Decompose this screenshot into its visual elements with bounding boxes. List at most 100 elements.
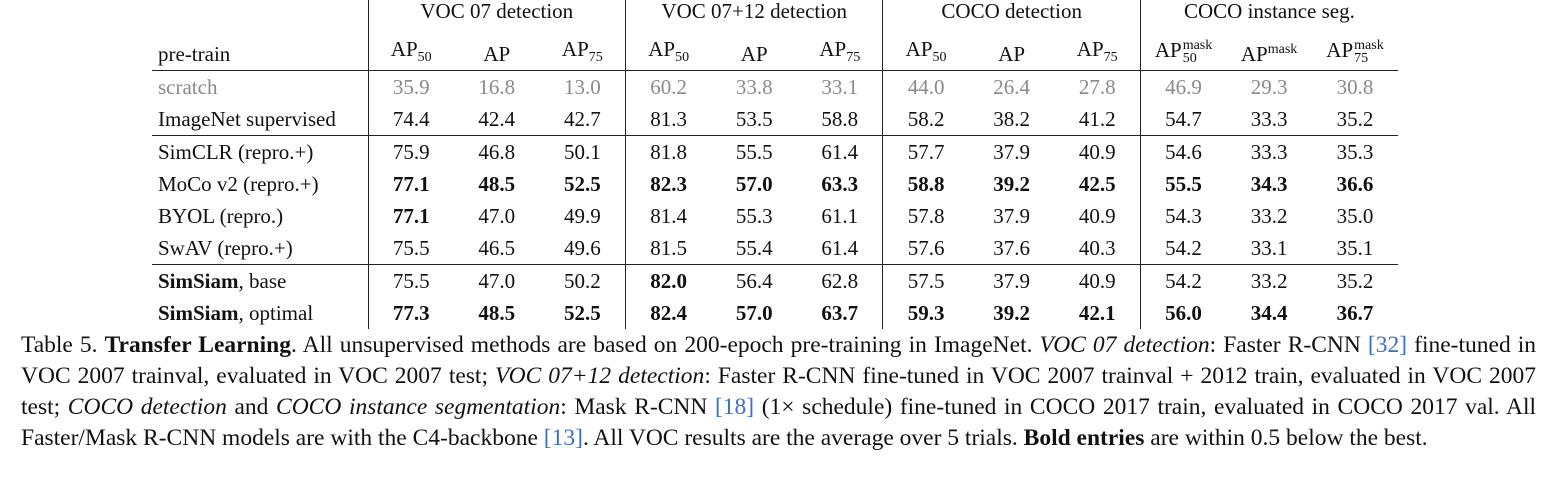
caption-italic: VOC 07+12 detection — [495, 363, 705, 389]
group-coco-seg: COCO instance seg. — [1140, 0, 1398, 27]
method-name: ImageNet supervised — [152, 103, 369, 136]
table-body: scratch 35.9 16.8 13.0 60.2 33.8 33.1 44.0 26.4 2… — [152, 70, 1398, 329]
group-label: VOC 07 detection — [420, 0, 574, 23]
caption-text: . All VOC results are the average over 5… — [582, 425, 1018, 451]
table-cell: 33.3 — [1226, 135, 1313, 168]
table-cell: 35.2 — [1336, 106, 1374, 131]
method-name: SimSiam, base — [152, 264, 369, 297]
table-cell: 50.2 — [539, 264, 627, 297]
ap50-mask-header: AP mask 50 — [1154, 37, 1213, 66]
table-cell: 53.5 — [735, 106, 773, 131]
table-cell: 60.2 — [625, 70, 712, 103]
method-name: scratch — [152, 70, 369, 103]
table-cell: 54.7 — [1165, 106, 1202, 131]
caption-bold: Bold entries — [1023, 425, 1145, 451]
ap50-header: AP50 — [648, 37, 690, 65]
table-cell: 54.2 — [1140, 264, 1227, 297]
table-cell: 50.1 — [539, 135, 627, 168]
citation-link[interactable]: [18] — [714, 394, 755, 420]
table-cell: 48.5 — [478, 171, 516, 196]
table-cell: 35.9 — [368, 70, 454, 103]
citation-link[interactable]: [13] — [543, 425, 583, 451]
table-row: SimSiam, optimal 77.3 48.5 52.5 82.4 57.0 63.7… — [152, 297, 1398, 329]
table-cell: 57.0 — [735, 171, 773, 196]
table-cell: 48.5 — [478, 300, 516, 325]
group-voc07: VOC 07 detection — [368, 0, 627, 27]
table-cell: 81.4 — [650, 203, 688, 228]
caption-italic: VOC 07 detection — [1039, 332, 1210, 358]
caption-text: (1× schedule) fine-tuned in COCO 2017 tr… — [21, 394, 1537, 451]
ap-header: AP — [483, 42, 511, 66]
table-cell: 42.4 — [478, 106, 516, 131]
table-cell: 63.3 — [797, 168, 884, 200]
table-cell: 42.1 — [1054, 297, 1141, 329]
table-cell: 33.8 — [711, 70, 798, 103]
table-cell: 82.3 — [650, 171, 688, 196]
caption-italic: COCO instance segmentation — [276, 394, 561, 420]
table-cell: 57.8 — [907, 203, 945, 228]
table-row: SwAV (repro.+) 75.5 46.5 49.6 81.5 55.4 61.4 57… — [152, 232, 1398, 265]
table-cell: 77.1 — [392, 171, 430, 196]
table-cell: 41.2 — [1054, 103, 1141, 136]
method-name: MoCo v2 (repro.+) — [152, 168, 369, 200]
method-name-rest: , base — [238, 268, 287, 293]
table-row: SimSiam, base 75.5 47.0 50.2 82.0 56.4 62.8 57.… — [152, 264, 1398, 297]
table-cell: 36.6 — [1336, 171, 1374, 196]
table-cell: 58.8 — [907, 171, 945, 196]
table-caption: Table 5. Transfer Learning. All unsuperv… — [21, 330, 1536, 454]
table-cell: 56.0 — [1165, 300, 1202, 325]
table-cell: 27.8 — [1054, 70, 1141, 103]
table-cell: 52.5 — [539, 168, 627, 200]
caption-lead: Table 5. — [21, 332, 98, 358]
table-cell: 35.1 — [1336, 235, 1374, 260]
group-label: COCO detection — [941, 0, 1082, 23]
table-cell: 42.5 — [1054, 168, 1141, 200]
table-cell: 58.2 — [907, 106, 945, 131]
column-header-row: pre-train AP50 AP AP75 AP50 AP AP75 AP50… — [152, 27, 1398, 71]
table-cell: 37.9 — [993, 203, 1031, 228]
table-row: scratch 35.9 16.8 13.0 60.2 33.8 33.1 44.0 26.4 2… — [152, 70, 1398, 103]
caption-text: : Mask R-CNN — [560, 394, 708, 420]
table-cell: 37.9 — [968, 264, 1055, 297]
table-cell: 55.5 — [1165, 171, 1202, 196]
table-cell: 77.1 — [392, 203, 430, 228]
table-cell: 57.7 — [882, 135, 969, 168]
table-cell: 30.8 — [1312, 70, 1398, 103]
table-cell: 26.4 — [968, 70, 1055, 103]
group-voc0712: VOC 07+12 detection — [625, 0, 884, 27]
table-cell: 40.9 — [1054, 264, 1141, 297]
table-row: ImageNet supervised 74.4 42.4 42.7 81.3 53.5 5… — [152, 103, 1398, 136]
table-cell: 57.5 — [882, 264, 969, 297]
citation-link[interactable]: [32] — [1367, 332, 1408, 358]
caption-text: . All unsupervised methods are based on … — [290, 332, 1033, 358]
ap75-header: AP75 — [1054, 27, 1141, 71]
method-name: SimSiam, optimal — [152, 297, 369, 329]
table-cell: 82.0 — [625, 264, 712, 297]
method-name: SwAV (repro.+) — [152, 232, 369, 265]
table-cell: 49.9 — [539, 200, 627, 232]
caption-title: Transfer Learning — [104, 332, 291, 358]
caption-text: : Faster R-CNN fine-tuned in VOC 2007 tr… — [21, 363, 1536, 420]
ap75-header: AP75 — [797, 27, 884, 71]
table-cell: 63.7 — [797, 297, 884, 329]
table-cell: 40.9 — [1054, 200, 1141, 232]
table-cell: 33.1 — [1250, 235, 1288, 260]
caption-text: and — [234, 394, 269, 420]
ap-mask-header: APmask — [1240, 42, 1298, 66]
table-cell: 81.5 — [650, 235, 688, 260]
table-cell: 29.3 — [1226, 70, 1313, 103]
ap75-header: AP75 — [539, 27, 627, 71]
table-cell: 40.9 — [1054, 135, 1141, 168]
table-cell: 55.4 — [735, 235, 773, 260]
method-name-bold: SimSiam — [158, 268, 239, 293]
caption-text: fine-tuned in VOC 2007 trainval, evaluat… — [21, 332, 1537, 389]
table-cell: 33.1 — [797, 70, 884, 103]
table-row: BYOL (repro.) 77.1 47.0 49.9 81.4 55.3 61.1 57.… — [152, 200, 1398, 232]
table-cell: 34.3 — [1250, 171, 1288, 196]
table-cell: 57.6 — [907, 235, 945, 260]
table-cell: 49.6 — [539, 232, 627, 265]
table-cell: 58.8 — [797, 103, 884, 136]
ap50-header: AP50 — [390, 37, 432, 65]
table-cell: 57.0 — [735, 300, 773, 325]
table-cell: 52.5 — [539, 297, 627, 329]
